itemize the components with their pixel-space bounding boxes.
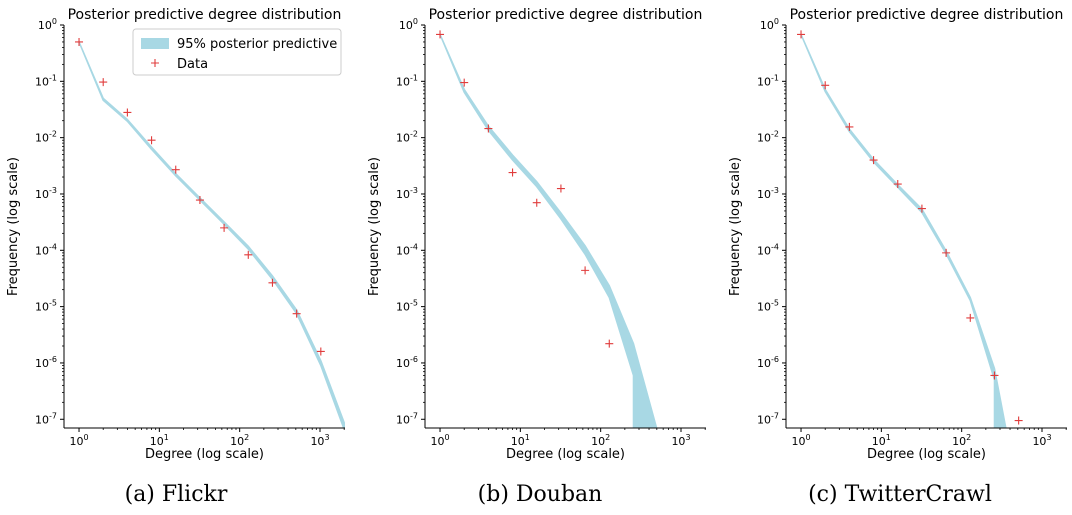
data-point [123,108,132,117]
legend-label-data: Data [177,57,208,72]
data-point [917,204,926,213]
data-point [556,184,565,193]
data-point [99,78,108,87]
y-tick-label: 10-6 [396,355,418,370]
caption-twittercrawl: (c) TwitterCrawl [808,482,992,507]
y-tick-label: 10-7 [35,411,57,426]
data-point [195,196,204,205]
data-point [869,156,878,165]
data-point [893,180,902,189]
chart-title: Posterior predictive degree distribution [790,7,1064,23]
legend: 95% posterior predictive Data [132,28,342,76]
x-tick-label: 101 [872,433,891,448]
x-tick-label: 102 [591,433,610,448]
y-tick-label: 100 [38,17,57,32]
x-tick-label: 100 [69,433,88,448]
legend-data-marker [151,59,159,67]
data-point [532,198,541,207]
posterior-band [78,41,345,428]
x-tick-label: 103 [1032,433,1051,448]
chart-panel-2: 100 101 102 103 100 10-1 10-2 10-3 10-4 10-5 10-6 1… [367,7,706,462]
x-axis-label: Degree (log scale) [867,447,986,462]
y-tick-label: 10-6 [35,355,57,370]
data-point [316,347,325,356]
data-point [990,371,999,380]
x-axis-label: Degree (log scale) [506,447,625,462]
y-tick-label: 10-3 [396,186,418,201]
data-point [436,30,445,39]
data-point [605,339,614,348]
x-tick-label: 100 [791,433,810,448]
data-point [484,124,493,133]
data-point [581,266,590,275]
data-point [171,165,180,174]
y-tick-label: 10-5 [757,299,779,314]
y-tick-label: 10-1 [757,73,779,88]
data-point [460,78,469,87]
y-tick-label: 10-4 [396,242,418,257]
y-tick-label: 10-4 [757,242,779,257]
data-point [244,250,253,259]
x-axis-label: Degree (log scale) [145,447,264,462]
x-tick-label: 103 [671,433,690,448]
data-point [220,223,229,232]
data-point [147,136,156,145]
y-axis-label: Frequency (log scale) [6,157,21,296]
data-point [75,37,84,46]
x-tick-label: 102 [230,433,249,448]
y-tick-label: 10-1 [35,73,57,88]
x-tick-label: 101 [511,433,530,448]
data-point [292,309,301,318]
chart-panel-1: 100 101 102 103 100 10-1 10-2 10-3 10-4 10-5 10-6 1… [6,7,345,462]
caption-douban: (b) Douban [477,482,603,507]
data-point [821,81,830,90]
y-tick-label: 100 [399,17,418,32]
data-point [268,278,277,287]
chart-panel-3: 100 101 102 103 100 10-1 10-2 10-3 10-4 10-5 10-6 1… [728,7,1067,462]
x-tick-label: 100 [430,433,449,448]
y-tick-label: 10-6 [757,355,779,370]
data-point [966,313,975,322]
y-tick-label: 10-2 [396,130,418,145]
y-tick-label: 10-3 [757,186,779,201]
y-tick-label: 10-4 [35,242,57,257]
x-tick-label: 103 [310,433,329,448]
data-point [942,248,951,257]
y-tick-label: 10-1 [396,73,418,88]
legend-label-band: 95% posterior predictive [177,37,337,52]
y-tick-label: 10-2 [35,130,57,145]
legend-band-swatch [141,38,169,49]
posterior-band [439,34,658,428]
data-point [797,30,806,39]
posterior-band [800,34,1007,428]
x-tick-label: 102 [952,433,971,448]
y-tick-label: 10-7 [757,411,779,426]
legend-box [132,28,342,76]
y-tick-label: 10-2 [757,130,779,145]
x-tick-label: 101 [150,433,169,448]
data-point [508,168,517,177]
y-tick-label: 10-3 [35,186,57,201]
data-point [845,122,854,131]
chart-title: Posterior predictive degree distribution [68,7,342,23]
y-tick-label: 10-7 [396,411,418,426]
y-axis-label: Frequency (log scale) [367,157,382,296]
y-tick-label: 10-5 [396,299,418,314]
chart-title: Posterior predictive degree distribution [429,7,703,23]
y-tick-label: 100 [760,17,779,32]
y-axis-label: Frequency (log scale) [728,157,743,296]
caption-flickr: (a) Flickr [124,482,228,507]
y-tick-label: 10-5 [35,299,57,314]
data-point [1014,416,1023,425]
